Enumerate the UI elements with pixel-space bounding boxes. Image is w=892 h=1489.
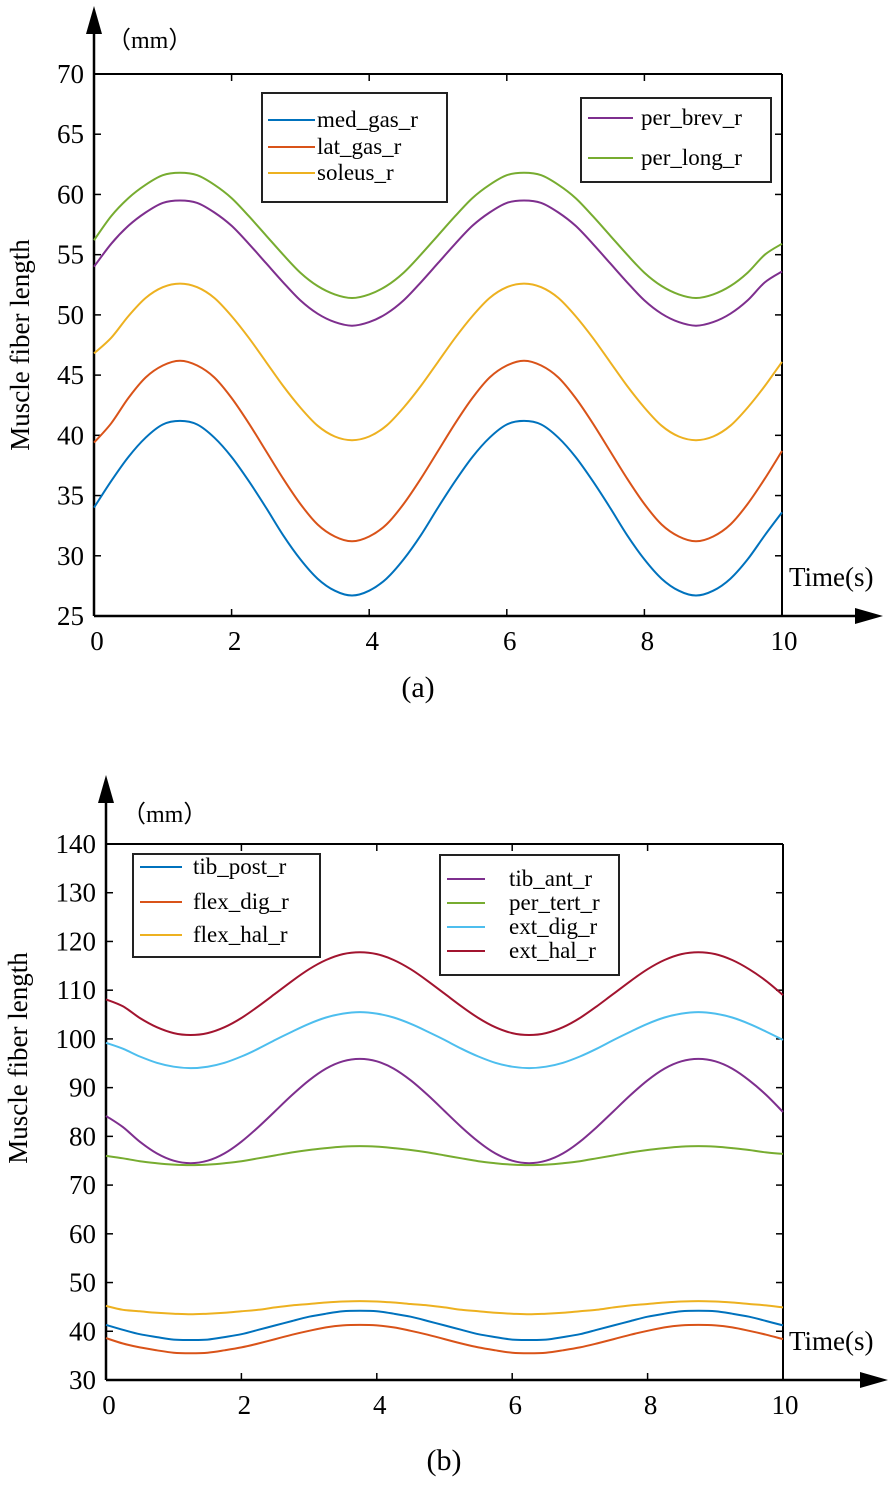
- x-tick-label: 0: [102, 1390, 116, 1420]
- legend-entry: tib_ant_r: [509, 866, 592, 891]
- chart-b-series: [105, 951, 784, 1355]
- chart-a-legend-right: per_brev_r per_long_r: [580, 97, 772, 183]
- y-tick-label: 40: [69, 1316, 96, 1346]
- series-line-ext_hal_r: [105, 951, 784, 1037]
- x-tick-label: 0: [90, 626, 104, 656]
- series-line-per_long_r: [93, 171, 783, 300]
- chart-b-legend-left: tib_post_r flex_dig_r flex_hal_r: [132, 853, 321, 958]
- y-tick-label: 60: [57, 179, 84, 209]
- chart-a-x-tick-labels: 0 2 4 6 8 10: [90, 626, 797, 656]
- y-tick-label: 140: [56, 829, 97, 859]
- x-tick-label: 4: [373, 1390, 387, 1420]
- series-line-tib_ant_r: [105, 1057, 784, 1165]
- y-tick-label: 45: [57, 360, 84, 390]
- y-tick-label: 70: [69, 1170, 96, 1200]
- y-axis-arrow-icon: [98, 775, 114, 803]
- legend-entry: ext_dig_r: [509, 914, 597, 939]
- series-line-soleus_r: [93, 282, 783, 442]
- chart-a-series: [93, 171, 783, 597]
- x-tick-label: 10: [772, 1390, 799, 1420]
- legend-entry: flex_hal_r: [193, 922, 288, 947]
- y-tick-label: 30: [57, 541, 84, 571]
- series-line-tib_post_r: [105, 1309, 784, 1342]
- chart-a-y-tick-labels: 25 30 35 40 45 50 55 60 65 70: [57, 59, 84, 631]
- legend-entry: per_tert_r: [509, 890, 600, 915]
- y-tick-label: 55: [57, 240, 84, 270]
- legend-entry: per_long_r: [641, 145, 742, 170]
- x-axis-arrow-icon: [860, 1372, 888, 1388]
- legend-entry: soleus_r: [317, 160, 394, 185]
- x-tick-label: 6: [508, 1390, 522, 1420]
- series-line-flex_hal_r: [105, 1300, 784, 1316]
- chart-a-ticks: [93, 73, 783, 617]
- series-line-per_tert_r: [105, 1145, 784, 1167]
- y-tick-label: 70: [57, 59, 84, 89]
- chart-b-caption: (b): [427, 1444, 462, 1477]
- y-tick-label: 30: [69, 1365, 96, 1395]
- x-tick-label: 6: [503, 626, 517, 656]
- x-tick-label: 2: [238, 1390, 252, 1420]
- legend-box: [439, 854, 620, 976]
- chart-b-x-tick-labels: 0 2 4 6 8 10: [102, 1390, 798, 1420]
- chart-a-caption: (a): [401, 671, 434, 704]
- legend-entry: lat_gas_r: [317, 134, 402, 159]
- legend-entry: flex_dig_r: [193, 889, 289, 914]
- x-axis-arrow-icon: [855, 608, 883, 624]
- y-tick-label: 40: [57, 420, 84, 450]
- chart-a: 25 30 35 40 45 50 55 60 65 70 0 2 4 6 8 10 （mm） Muscle…: [5, 6, 883, 704]
- series-line-per_brev_r: [93, 199, 783, 327]
- legend-box: [580, 97, 772, 183]
- legend-box: [132, 853, 321, 958]
- x-tick-label: 4: [365, 626, 379, 656]
- series-line-lat_gas_r: [93, 359, 783, 543]
- y-axis-arrow-icon: [86, 6, 102, 34]
- chart-b-y-tick-labels: 30 40 50 60 70 80 90 100 110 120 130 140: [56, 829, 97, 1395]
- chart-b-y-axis-title: Muscle fiber length: [3, 952, 33, 1164]
- chart-a-frame: [86, 6, 883, 624]
- y-tick-label: 60: [69, 1219, 96, 1249]
- legend-entry: med_gas_r: [317, 107, 418, 132]
- chart-b: 30 40 50 60 70 80 90 100 110 120 130 140 0 2 4 6 8 10 （m…: [3, 775, 888, 1477]
- y-tick-label: 90: [69, 1073, 96, 1103]
- chart-b-ticks: [105, 843, 784, 1381]
- series-line-med_gas_r: [93, 419, 783, 597]
- series-line-ext_dig_r: [105, 1011, 784, 1070]
- y-tick-label: 25: [57, 601, 84, 631]
- y-tick-label: 50: [57, 300, 84, 330]
- y-tick-label: 100: [56, 1024, 97, 1054]
- x-tick-label: 8: [641, 626, 655, 656]
- y-tick-label: 35: [57, 481, 84, 511]
- chart-a-y-axis-title: Muscle fiber length: [5, 239, 35, 451]
- chart-b-unit-label: （mm）: [122, 802, 207, 828]
- x-tick-label: 2: [228, 626, 242, 656]
- y-tick-label: 65: [57, 119, 84, 149]
- y-tick-label: 120: [56, 926, 97, 956]
- x-tick-label: 8: [644, 1390, 658, 1420]
- chart-a-x-axis-title: Time(s): [789, 562, 874, 592]
- chart-a-unit-label: （mm）: [107, 28, 192, 54]
- series-line-flex_dig_r: [105, 1323, 784, 1355]
- legend-entry: ext_hal_r: [509, 938, 596, 963]
- x-tick-label: 10: [771, 626, 798, 656]
- y-tick-label: 110: [57, 975, 97, 1005]
- chart-b-x-axis-title: Time(s): [789, 1326, 874, 1356]
- y-tick-label: 80: [69, 1121, 96, 1151]
- legend-entry: tib_post_r: [193, 854, 287, 879]
- y-tick-label: 50: [69, 1268, 96, 1298]
- y-tick-label: 130: [56, 878, 97, 908]
- legend-entry: per_brev_r: [641, 105, 742, 130]
